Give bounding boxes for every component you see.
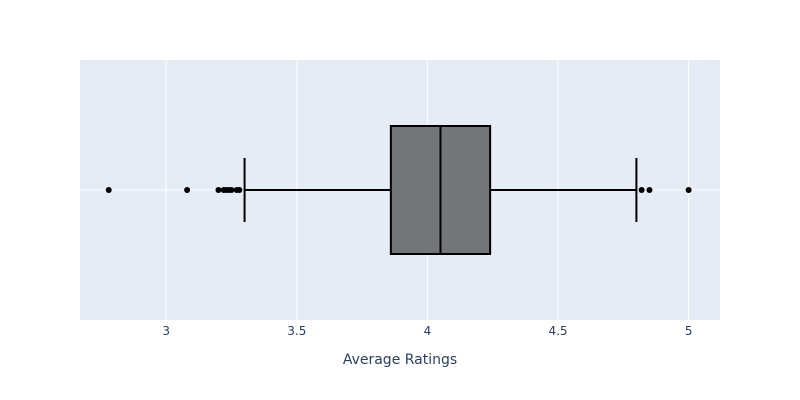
x-tick-label: 4.5 (548, 324, 567, 338)
x-axis-ticks: 3 3.5 4 4.5 5 (162, 324, 692, 338)
x-tick-label: 3 (162, 324, 170, 338)
x-tick-label: 3.5 (287, 324, 306, 338)
outlier-point (638, 187, 645, 193)
outlier-point (685, 187, 692, 193)
outlier-point (228, 187, 235, 193)
outlier-point (105, 187, 112, 193)
box-plot-group (243, 125, 638, 255)
outlier-points (105, 187, 692, 193)
outlier-point (215, 187, 222, 193)
outlier-point (646, 187, 653, 193)
x-tick-label: 5 (685, 324, 693, 338)
outlier-point (184, 187, 191, 193)
x-tick-label: 4 (424, 324, 432, 338)
outlier-point (236, 187, 243, 193)
x-axis-title: Average Ratings (343, 352, 457, 368)
